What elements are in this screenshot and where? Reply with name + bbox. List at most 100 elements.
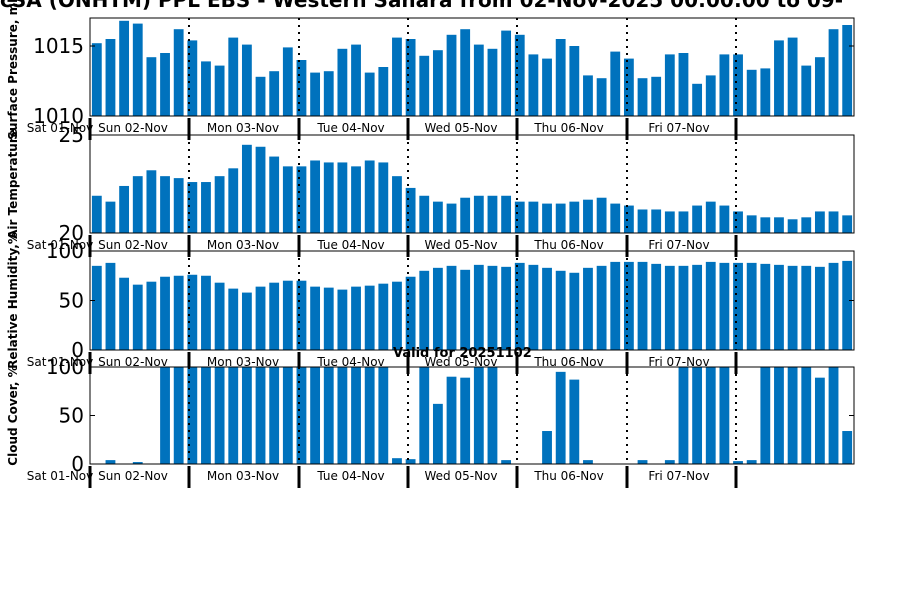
chart-bar [569,46,580,116]
chart-bar [501,195,512,233]
chart-bar [514,201,525,233]
chart-bar [146,170,157,233]
chart-bar [296,60,307,116]
chart-bar [269,367,280,464]
y-tick-label: 20 [59,221,84,245]
chart-bar [282,166,293,233]
chart-bar [637,261,648,350]
chart-bar [160,367,170,464]
chart-bar [705,367,716,464]
chart-bar [542,431,552,464]
x-tick-label: Sat 01-Nov [27,238,94,252]
chart-bar [787,367,798,464]
chart-bar [555,39,566,116]
chart-bar [596,197,607,233]
chart-bar [774,40,784,116]
x-tick-label: Mon 03-Nov [207,121,279,135]
chart-bar [664,460,675,464]
chart-bar [542,267,552,350]
chart-bar [173,367,184,464]
chart-bar [733,54,743,116]
chart-bar [774,264,784,350]
chart-bar [623,261,634,350]
chart-bar [746,460,757,464]
axes-frame [89,134,855,234]
x-tick-label: Wed 05-Nov [425,238,498,252]
chart-bar [119,277,130,350]
chart-bar [746,262,757,350]
x-tick-label: Mon 03-Nov [207,355,279,369]
y-tick-label: 0 [71,338,84,362]
chart-bar [132,176,143,233]
chart-bar [596,78,607,116]
chart-bar [487,48,498,116]
chart-bar [760,263,771,350]
x-tick-label: Sun 02-Nov [98,238,168,252]
chart-bar [91,195,102,233]
chart-bar [569,379,580,464]
chart-bar [692,264,703,350]
chart-bar [828,262,839,350]
chart-bar [473,195,484,233]
chart-bar [310,286,321,350]
chart-bar [460,269,471,350]
x-tick-label: Wed 05-Nov [425,121,498,135]
chart-bar [814,211,825,233]
chart-bar [746,69,757,116]
chart-bar [528,264,539,350]
chart-bar [637,78,648,116]
x-tick-label: Fri 07-Nov [648,355,709,369]
chart-bar [119,185,130,233]
x-tick-label: Fri 07-Nov [648,469,709,483]
x-tick-label: Thu 06-Nov [533,121,603,135]
y-tick-label: 1015 [33,34,84,58]
chart-bar [528,54,539,116]
chart-bar [814,377,825,464]
chart-bar [282,280,293,350]
chart-bar [91,265,102,350]
chart-bar [678,53,689,116]
chart-bar [733,461,743,464]
chart-bar [392,176,402,233]
chart-bar [801,65,812,116]
x-tick-label: Tue 04-Nov [316,238,384,252]
x-tick-label: Sun 02-Nov [98,355,168,369]
chart-bar [132,284,143,350]
chart-bar [351,166,361,233]
chart-bar [255,146,266,233]
chart-bar [719,205,730,233]
chart-bar [432,267,443,350]
chart-bar [828,29,839,117]
y-tick-label: 25 [59,123,84,147]
chart-bar [160,53,170,116]
x-tick-label: Thu 06-Nov [533,238,603,252]
chart-bar [460,29,471,117]
chart-bar [460,377,471,464]
chart-bar [228,168,239,233]
chart-bar [487,195,498,233]
y-axis-label: Cloud Cover, % [6,365,20,465]
chart-bar [132,23,143,117]
y-tick-label: 0 [71,452,84,476]
chart-bar [323,162,334,233]
chart-bar [760,367,771,464]
chart-bar [828,367,839,464]
chart-bar [501,266,512,350]
x-tick-label: Tue 04-Nov [316,355,384,369]
chart-bar [269,282,280,350]
chart-bar [501,460,512,464]
x-tick-label: Sat 01-Nov [27,469,94,483]
chart-bar [842,215,853,233]
x-tick-label: Mon 03-Nov [207,238,279,252]
chart-bar [542,58,552,116]
chart-bar [323,367,334,464]
chart-bar [228,288,239,350]
chart-bar [664,265,675,350]
chart-bar [351,286,361,350]
chart-bar [473,264,484,350]
y-tick-label: 1010 [33,104,84,128]
chart-bar [405,276,416,350]
y-tick-label: 50 [59,404,84,428]
chart-bar [282,47,293,116]
chart-bar [446,34,457,116]
